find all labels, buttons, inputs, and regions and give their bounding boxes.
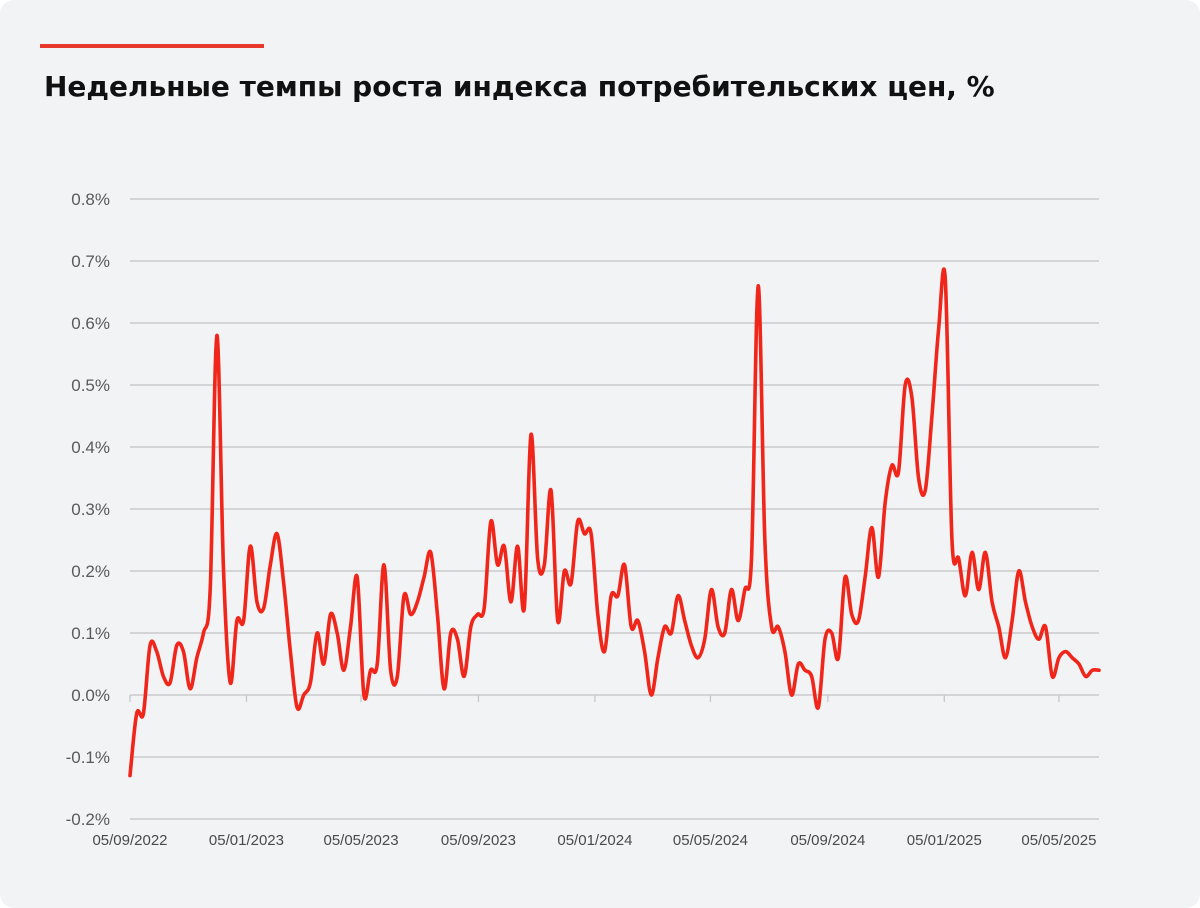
x-tick-label: 05/05/2024 <box>673 832 748 849</box>
y-tick-label: -0.1% <box>66 748 110 767</box>
x-tick-label: 05/01/2025 <box>907 832 982 849</box>
x-tick-label: 05/01/2023 <box>209 832 284 849</box>
y-tick-label: 0.0% <box>71 686 110 705</box>
y-axis-tick-labels: -0.2% -0.1% 0.0% 0.1% 0.2% 0.3% 0.4% 0.5% 0.6% 0.… <box>66 190 110 829</box>
y-tick-label: 0.4% <box>71 438 110 457</box>
y-tick-label: 0.3% <box>71 500 110 519</box>
y-tick-label: 0.5% <box>71 376 110 395</box>
x-tick-label: 05/09/2024 <box>790 832 865 849</box>
y-tick-label: 0.1% <box>71 624 110 643</box>
y-tick-label: 0.2% <box>71 562 110 581</box>
y-tick-label: 0.7% <box>71 252 110 271</box>
accent-bar <box>40 44 264 48</box>
chart-title: Недельные темпы роста индекса потребител… <box>44 70 995 103</box>
x-tick-label: 05/05/2025 <box>1021 832 1096 849</box>
grid-lines <box>129 198 1099 820</box>
x-tick-label: 05/01/2024 <box>557 832 632 849</box>
y-tick-label: 0.6% <box>71 314 110 333</box>
x-tick-label: 05/09/2023 <box>441 832 516 849</box>
cpi-weekly-series-line <box>128 267 1101 778</box>
y-tick-label: 0.8% <box>71 190 110 209</box>
x-tick-label: 05/05/2023 <box>323 832 398 849</box>
x-axis-tick-labels: 05/09/2022 05/01/2023 05/05/2023 05/09/2023… <box>92 832 1096 849</box>
x-tick-label: 05/09/2022 <box>92 832 167 849</box>
y-tick-label: -0.2% <box>66 810 110 829</box>
series-layer <box>128 267 1101 778</box>
